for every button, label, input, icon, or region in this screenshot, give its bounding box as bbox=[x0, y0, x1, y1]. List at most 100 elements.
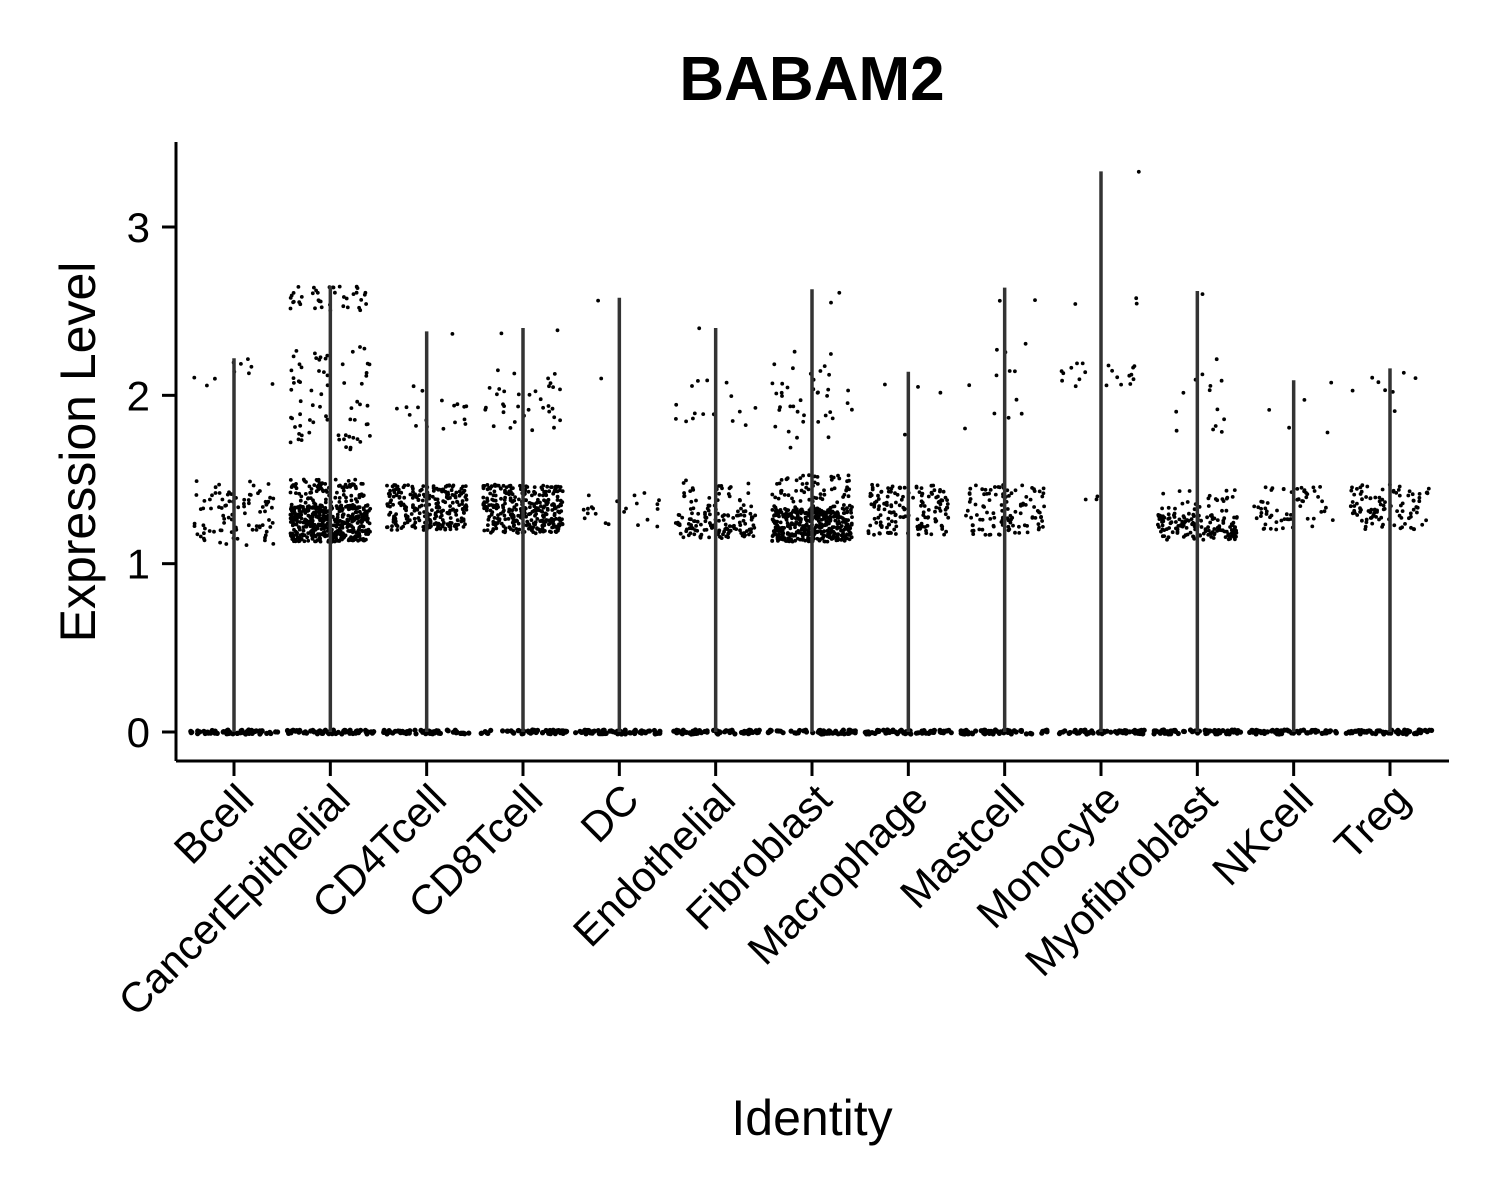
data-point bbox=[549, 530, 553, 534]
data-point bbox=[827, 534, 832, 539]
data-point bbox=[292, 508, 296, 513]
data-point bbox=[869, 502, 874, 507]
data-point bbox=[537, 493, 542, 497]
data-point bbox=[682, 491, 686, 495]
data-point bbox=[977, 527, 982, 532]
data-point bbox=[823, 413, 828, 418]
data-point bbox=[785, 476, 790, 481]
data-point bbox=[902, 485, 907, 490]
data-point bbox=[877, 531, 882, 536]
data-point bbox=[1374, 728, 1380, 734]
data-point bbox=[409, 512, 414, 516]
data-point bbox=[1028, 497, 1033, 502]
data-point bbox=[839, 533, 844, 538]
data-point bbox=[1330, 518, 1335, 522]
data-point bbox=[421, 492, 426, 497]
data-point bbox=[299, 438, 304, 442]
data-point bbox=[1206, 504, 1211, 508]
data-point bbox=[552, 425, 556, 430]
data-point bbox=[439, 510, 444, 515]
data-point bbox=[694, 524, 698, 528]
data-point bbox=[194, 479, 199, 483]
data-point bbox=[267, 518, 271, 522]
data-point bbox=[695, 519, 700, 524]
data-point bbox=[320, 522, 325, 526]
data-point bbox=[560, 517, 564, 522]
data-point bbox=[770, 508, 775, 512]
data-point bbox=[491, 527, 496, 531]
data-point bbox=[696, 511, 701, 516]
data-point bbox=[540, 523, 545, 528]
data-point bbox=[430, 494, 435, 499]
data-point bbox=[694, 498, 698, 503]
data-point bbox=[709, 523, 713, 528]
data-point bbox=[449, 488, 454, 493]
data-point bbox=[1094, 497, 1099, 502]
data-point bbox=[916, 532, 921, 537]
data-point bbox=[450, 484, 455, 489]
data-point bbox=[556, 528, 560, 533]
data-point bbox=[1392, 409, 1397, 413]
data-point bbox=[213, 376, 217, 381]
chart-title: BABAM2 bbox=[679, 45, 944, 114]
data-point bbox=[1231, 520, 1236, 525]
data-point bbox=[988, 532, 993, 537]
data-point bbox=[1157, 730, 1163, 736]
data-point bbox=[492, 489, 497, 494]
data-point bbox=[785, 524, 790, 529]
data-point bbox=[268, 495, 272, 500]
data-point bbox=[547, 522, 551, 527]
data-point bbox=[844, 488, 849, 493]
data-point bbox=[1174, 526, 1178, 531]
data-point bbox=[599, 376, 604, 381]
data-point bbox=[298, 423, 303, 428]
data-point bbox=[368, 729, 374, 735]
data-point bbox=[217, 491, 222, 495]
data-point bbox=[1353, 728, 1359, 734]
data-point bbox=[915, 730, 921, 736]
data-point bbox=[557, 730, 564, 736]
data-point bbox=[872, 532, 876, 537]
data-point bbox=[1161, 728, 1167, 734]
data-point bbox=[1013, 530, 1017, 535]
data-point bbox=[731, 516, 736, 520]
data-point bbox=[1406, 493, 1411, 498]
data-point bbox=[545, 508, 550, 512]
data-point bbox=[786, 493, 791, 498]
data-point bbox=[428, 520, 433, 525]
data-point bbox=[356, 538, 360, 543]
data-point bbox=[318, 404, 322, 409]
data-point bbox=[845, 510, 849, 515]
data-point bbox=[794, 520, 799, 524]
data-point bbox=[436, 500, 440, 505]
data-point bbox=[1415, 510, 1419, 515]
data-point bbox=[503, 526, 508, 531]
data-point bbox=[318, 299, 323, 304]
data-point bbox=[1187, 727, 1194, 733]
data-point bbox=[1305, 516, 1310, 521]
data-point bbox=[508, 490, 512, 494]
data-point bbox=[1224, 488, 1229, 493]
data-point bbox=[771, 529, 776, 534]
data-point bbox=[836, 532, 840, 537]
data-point bbox=[739, 506, 743, 511]
data-point bbox=[289, 387, 294, 392]
data-point bbox=[1319, 510, 1324, 514]
data-point bbox=[313, 351, 317, 356]
data-point bbox=[738, 729, 745, 736]
data-point bbox=[298, 399, 303, 404]
data-point bbox=[535, 526, 539, 531]
data-point bbox=[337, 500, 342, 504]
data-point bbox=[995, 347, 999, 352]
data-point bbox=[313, 534, 318, 539]
data-point bbox=[645, 517, 650, 522]
data-point bbox=[773, 424, 778, 429]
data-point bbox=[892, 527, 897, 532]
data-point bbox=[323, 356, 328, 361]
data-point bbox=[401, 524, 405, 529]
data-point bbox=[770, 534, 775, 538]
data-point bbox=[560, 489, 565, 494]
data-point bbox=[205, 383, 209, 388]
data-point bbox=[1326, 729, 1332, 735]
data-point bbox=[551, 525, 556, 529]
